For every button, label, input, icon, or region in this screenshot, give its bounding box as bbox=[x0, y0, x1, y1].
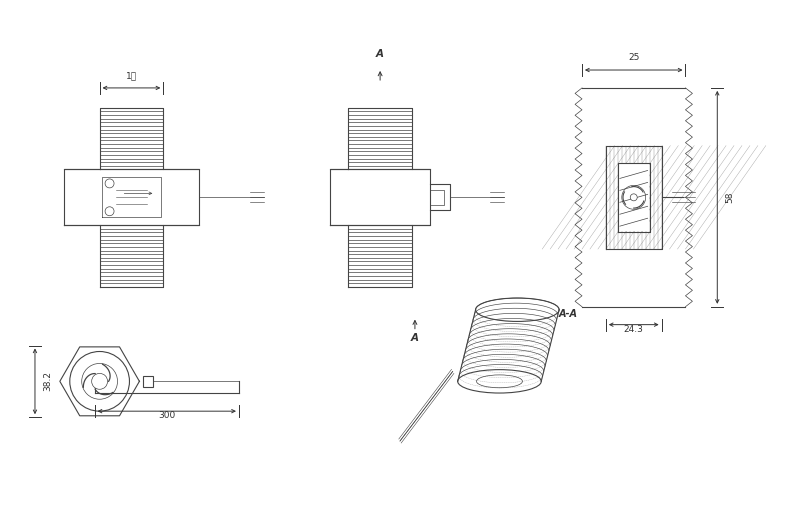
Bar bbox=[619, 163, 649, 231]
Text: 58: 58 bbox=[726, 192, 734, 203]
Text: 38.2: 38.2 bbox=[43, 371, 52, 391]
Text: 25: 25 bbox=[628, 53, 639, 62]
Circle shape bbox=[630, 194, 638, 201]
Text: 300: 300 bbox=[158, 411, 175, 420]
Text: A-A: A-A bbox=[559, 309, 578, 318]
Text: 1寸: 1寸 bbox=[126, 71, 137, 80]
Text: A: A bbox=[376, 49, 384, 59]
Bar bbox=[143, 376, 154, 387]
Text: 24.3: 24.3 bbox=[624, 325, 644, 333]
Text: A: A bbox=[411, 332, 419, 343]
Circle shape bbox=[92, 373, 107, 389]
